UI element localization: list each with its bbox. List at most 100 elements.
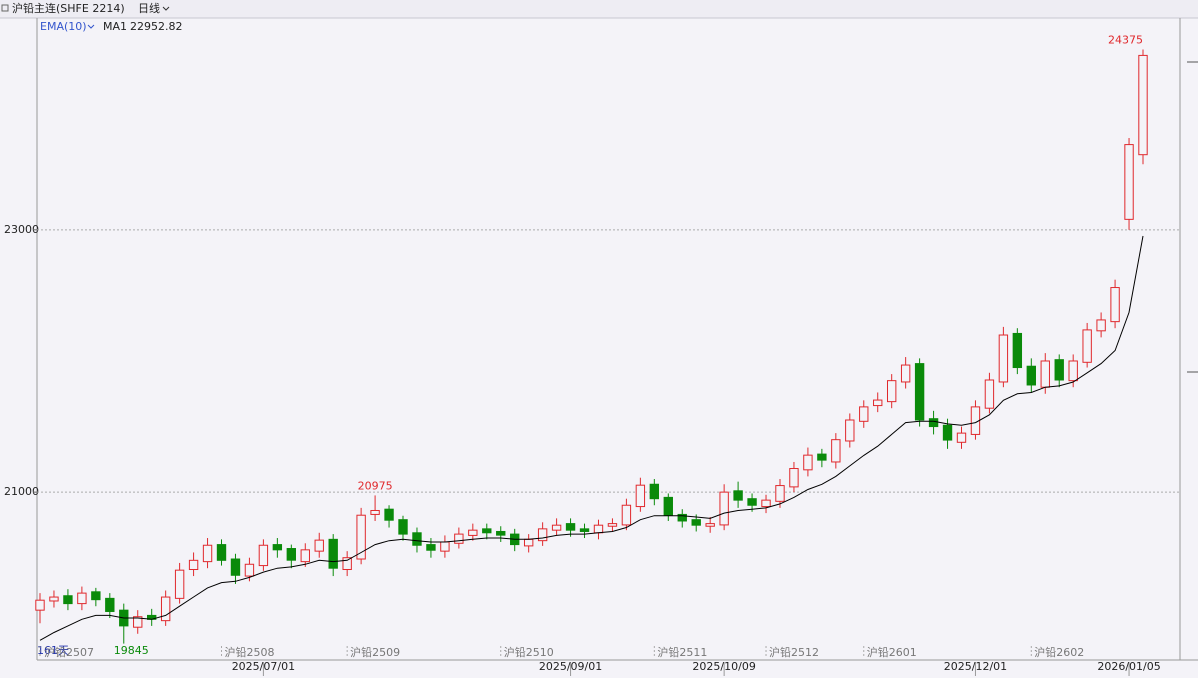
candle-body [942, 424, 953, 441]
candle-body [398, 519, 408, 535]
candle-body [35, 599, 45, 611]
y-tick-label: 21000 [4, 485, 39, 498]
peak-label: 20975 [358, 479, 393, 492]
candle-body [593, 524, 604, 534]
candle-body [174, 569, 185, 599]
candle-body [998, 334, 1009, 383]
candle-body [1040, 360, 1050, 388]
candle-body [1138, 54, 1148, 156]
candle-body [803, 454, 813, 471]
contract-label: 沪铅2511 [657, 645, 707, 659]
candle-body [691, 519, 701, 526]
candle-body [635, 484, 646, 508]
candle-body [482, 528, 492, 534]
candle-body [1054, 359, 1064, 381]
candle-body [761, 499, 771, 508]
x-tick-label: 2025/07/01 [232, 660, 295, 673]
candle-body [859, 406, 869, 422]
candle-body [1082, 329, 1092, 363]
candle-body [1110, 287, 1120, 323]
candle-body [1012, 332, 1023, 369]
contract-label: 沪铅2512 [769, 645, 819, 659]
candle-body [733, 490, 743, 501]
candle-body [105, 597, 115, 612]
candle-body [579, 528, 590, 532]
ema-line [39, 235, 1144, 641]
candle-body [440, 541, 450, 552]
candle-body [63, 595, 73, 605]
candle-body [817, 453, 827, 461]
candle-body [1068, 360, 1078, 382]
candle-body [496, 530, 506, 536]
contract-label: 沪铅2507 [44, 645, 94, 659]
ema-value: 22952.82 [130, 20, 183, 33]
candle-body [523, 538, 534, 547]
candle-body [328, 538, 338, 569]
candle-body [454, 533, 464, 544]
candle-body [551, 524, 562, 531]
indicator-selector[interactable]: EMA(10) [40, 20, 87, 33]
candle-body [230, 558, 241, 576]
candle-body [370, 509, 380, 515]
title-bar [0, 0, 1198, 18]
candle-body [314, 539, 324, 552]
period-selector[interactable]: 日线 [138, 1, 160, 15]
candle-body [468, 529, 478, 536]
candle-body [272, 544, 283, 551]
candle-body [356, 514, 366, 560]
x-tick-label: 2025/09/01 [539, 660, 602, 673]
candle-body [789, 468, 799, 488]
chart-title: 沪铅主连(SHFE 2214) [12, 1, 125, 15]
candle-body [607, 523, 618, 527]
candle-body [565, 523, 576, 531]
candle-body [719, 491, 729, 526]
indicator-chevron[interactable] [87, 24, 95, 29]
x-tick-label: 2026/01/05 [1097, 660, 1160, 673]
candle-body [663, 496, 673, 516]
candle-body [705, 523, 715, 527]
x-tick-label: 2025/10/09 [692, 660, 755, 673]
candle-body [900, 364, 911, 383]
candle-body [1096, 319, 1106, 332]
candle-body [649, 483, 660, 500]
candle-body [928, 418, 939, 428]
x-tick-label: 2025/12/01 [944, 660, 1007, 673]
y-tick-label: 23000 [4, 223, 39, 236]
candle-body [677, 513, 687, 522]
candle-body [426, 544, 436, 551]
contract-label: 沪铅2509 [350, 645, 400, 659]
candle-body [775, 485, 785, 502]
days-label: 161天 [37, 644, 69, 657]
candle-body [873, 399, 883, 407]
candle-body [188, 559, 199, 571]
menu-icon[interactable] [1, 4, 9, 12]
candle-body [412, 532, 422, 546]
candle-body [621, 504, 632, 526]
candle-body [384, 508, 394, 521]
min-label: 19845 [114, 644, 149, 657]
candle-body [537, 528, 548, 542]
candle-body [914, 363, 925, 421]
period-chevron[interactable] [162, 6, 170, 11]
candle-body [956, 432, 967, 443]
candle-body [286, 548, 297, 561]
candle-body [845, 419, 855, 442]
contract-label: 沪铅2508 [225, 645, 275, 659]
candle-body [831, 439, 841, 463]
contract-label: 沪铅2510 [504, 645, 554, 659]
candle-body [91, 591, 101, 601]
candle-body [886, 380, 897, 403]
contract-label: 沪铅2601 [867, 645, 917, 659]
candle-body [342, 557, 352, 571]
candle-body [49, 596, 59, 602]
max-label: 24375 [1108, 34, 1143, 47]
candle-body [1124, 144, 1134, 220]
candle-body [258, 544, 269, 567]
candle-body [202, 544, 213, 563]
ema-name: MA1 [103, 20, 127, 33]
contract-label: 沪铅2602 [1034, 645, 1084, 659]
candle-body [1026, 365, 1036, 386]
candle-body [300, 549, 310, 563]
candle-body [244, 563, 255, 577]
